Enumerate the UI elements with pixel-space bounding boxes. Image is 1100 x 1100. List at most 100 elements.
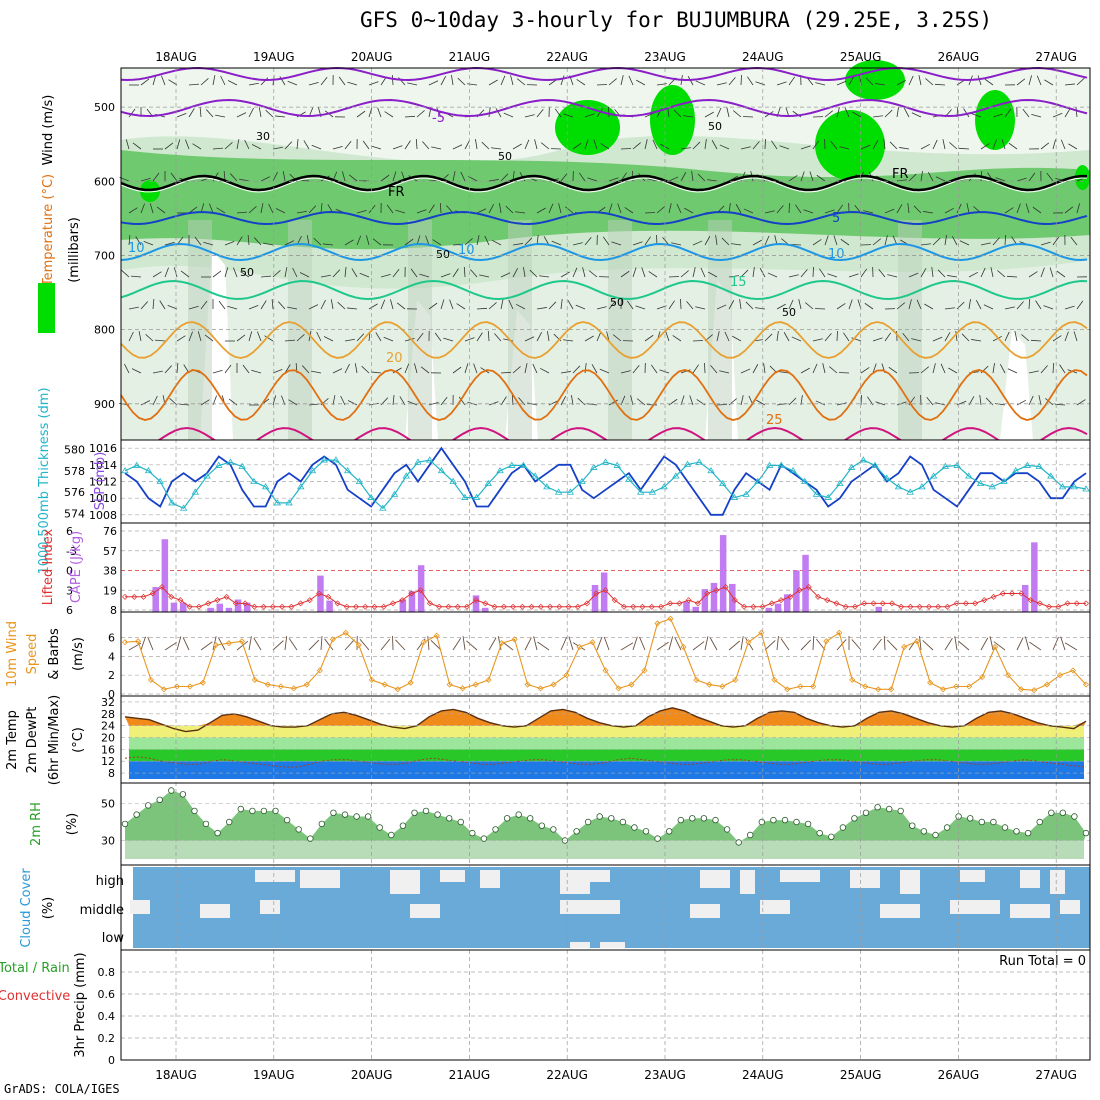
precip-ytick-label: 0.8 — [98, 966, 116, 979]
upper-wind-barb — [268, 203, 274, 214]
thickness-point — [695, 458, 703, 465]
upper-wind-barb — [452, 366, 462, 374]
thickness-point — [449, 477, 457, 484]
upper-wind-barb — [1028, 172, 1036, 182]
surface-wind-barb — [957, 640, 970, 651]
upper-wind-barb — [1064, 331, 1069, 342]
upper-wind-barb — [275, 208, 286, 214]
upper-wind-barb — [1052, 335, 1062, 342]
upper-wind-barb — [332, 269, 341, 278]
rh2m-point — [156, 796, 163, 803]
rh2m-ylabel: (%) — [65, 813, 80, 836]
upper-wind-barb — [128, 331, 134, 342]
thickness-point — [379, 504, 387, 511]
upper-wind-barb — [587, 403, 598, 406]
rh2m-point — [168, 787, 175, 794]
upper-wind-barb — [512, 366, 521, 374]
upper-wind-barb — [692, 364, 699, 374]
upper-wind-barb — [971, 339, 982, 342]
temp-band-lightgreen — [129, 737, 1084, 750]
upper-wind-barb — [872, 337, 883, 342]
surface-wind-barb — [954, 636, 958, 651]
li-point — [334, 600, 341, 607]
upper-wind-barb — [596, 306, 607, 310]
upper-wind-barb — [464, 238, 473, 246]
upper-wind-barb — [500, 272, 511, 278]
upper-wind-barb — [439, 202, 442, 214]
rh2m-point — [770, 816, 777, 824]
rh2m-point — [596, 813, 603, 820]
surface-wind-barb — [668, 636, 674, 651]
cloud-mid-gap — [950, 900, 1000, 914]
upper-wind-barb — [332, 146, 343, 150]
thickness-point — [1023, 461, 1032, 468]
li-point — [288, 603, 295, 610]
upper-wind-barb — [814, 308, 826, 310]
upper-wind-barb — [282, 171, 286, 182]
upper-wind-barb — [959, 240, 970, 246]
surface-wind-barb — [272, 640, 284, 651]
isotherm-5 — [120, 210, 1088, 226]
thickness-point — [531, 472, 539, 479]
date-label-bottom: 25AUG — [840, 1068, 882, 1082]
upper-wind-barb — [140, 203, 145, 214]
upper-wind-barb — [179, 403, 190, 406]
cloud-low-gap — [600, 942, 625, 948]
upper-wind-barb — [380, 274, 391, 278]
upper-wind-barb — [652, 139, 658, 150]
date-label-top: 25AUG — [840, 50, 882, 64]
upper-wind-barb — [200, 399, 210, 406]
upper-wind-barb — [371, 145, 382, 150]
upper-wind-barb — [852, 111, 862, 118]
li-point — [473, 597, 480, 604]
cloud-high-gap — [960, 870, 985, 882]
upper-wind-barb — [391, 74, 394, 86]
upper-wind-barb — [1028, 370, 1039, 374]
upper-wind-barb — [272, 171, 278, 182]
upper-wind-barb — [143, 241, 154, 246]
upper-wind-barb — [540, 142, 550, 150]
rh2m-point — [932, 831, 939, 839]
thickness-point — [437, 467, 446, 474]
surface-wind-barb — [919, 636, 922, 651]
upper-wind-barb — [404, 338, 415, 342]
upper-wind-barb — [617, 203, 622, 214]
upper-wind-barb — [416, 110, 425, 118]
upper-wind-barb — [716, 331, 720, 342]
surface-wind-barb — [740, 636, 744, 651]
cloud-low-gap — [570, 942, 590, 948]
upper-wind-barb — [131, 275, 142, 278]
upper-wind-barb — [204, 334, 214, 342]
upper-wind-barb — [431, 146, 442, 150]
upper-wind-barb — [209, 203, 214, 214]
upper-wind-barb — [524, 114, 535, 118]
li-point — [1018, 590, 1025, 597]
rh2m-point — [920, 828, 928, 835]
upper-wind-barb — [743, 208, 754, 214]
upper-wind-barb — [476, 235, 480, 246]
rh2m-point — [608, 815, 615, 822]
upper-wind-barb — [230, 173, 238, 182]
upper-wind-barb — [975, 299, 982, 310]
upper-wind-barb — [911, 338, 922, 342]
upper-wind-barb — [287, 80, 298, 86]
upper-wind-barb — [632, 241, 643, 246]
cloud-mid-gap — [1060, 900, 1080, 914]
rh2m-point — [642, 828, 650, 835]
upper-wind-barb — [488, 302, 497, 310]
upper-wind-barb — [488, 79, 498, 86]
upper-wind-barb — [407, 400, 418, 406]
upper-wind-barb — [428, 204, 435, 214]
upper-wind-barb — [344, 363, 350, 374]
wind-ylabel: & Barbs — [47, 628, 62, 680]
panel-border — [120, 949, 1091, 1061]
upper-wind-barb — [404, 140, 411, 150]
cloud-mid-gap — [880, 904, 920, 918]
upper-wind-barb — [788, 299, 794, 310]
upper-wind-barb — [884, 208, 895, 214]
upper-wind-barb — [311, 370, 322, 374]
isotherm-25 — [120, 369, 1088, 421]
li-point — [787, 593, 794, 600]
wind-ylabel: 10m Wind — [5, 621, 20, 687]
upper-wind-barb — [320, 203, 323, 214]
